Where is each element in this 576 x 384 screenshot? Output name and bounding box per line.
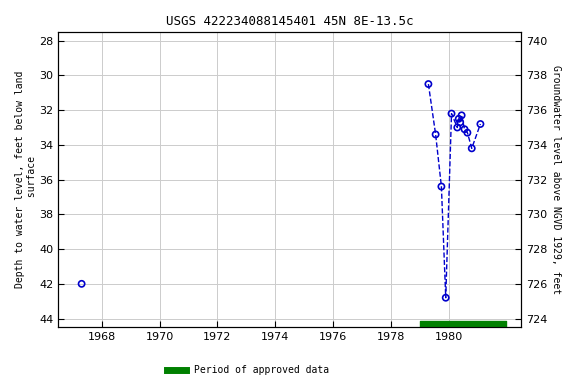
Point bbox=[77, 281, 86, 287]
Point bbox=[467, 145, 476, 151]
Point bbox=[460, 126, 469, 132]
Point bbox=[453, 124, 462, 131]
Title: USGS 422234088145401 45N 8E-13.5c: USGS 422234088145401 45N 8E-13.5c bbox=[166, 15, 414, 28]
Point bbox=[456, 119, 465, 125]
Point bbox=[441, 295, 450, 301]
Point bbox=[424, 81, 433, 87]
Point bbox=[454, 116, 463, 122]
Y-axis label: Depth to water level, feet below land
 surface: Depth to water level, feet below land su… bbox=[15, 71, 37, 288]
Y-axis label: Groundwater level above NGVD 1929, feet: Groundwater level above NGVD 1929, feet bbox=[551, 65, 561, 294]
Point bbox=[476, 121, 485, 127]
Point bbox=[447, 111, 456, 117]
Point bbox=[437, 184, 446, 190]
Point bbox=[463, 130, 472, 136]
Point bbox=[457, 112, 466, 118]
Point bbox=[431, 131, 440, 137]
Legend: Period of approved data: Period of approved data bbox=[162, 361, 333, 379]
